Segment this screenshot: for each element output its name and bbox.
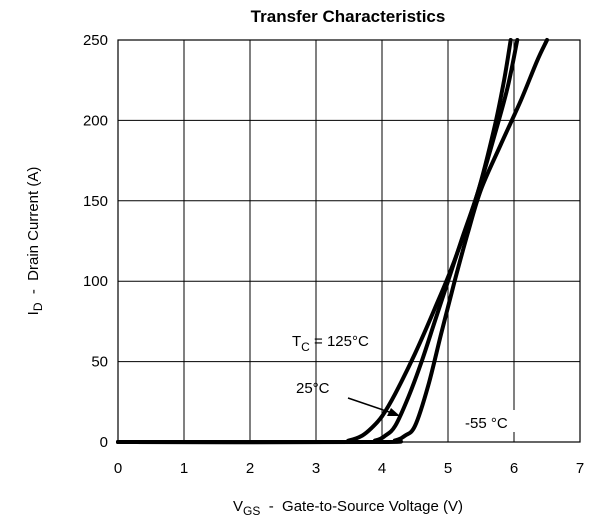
y-tick-label: 250 xyxy=(83,32,108,49)
x-tick-labels: 0 1 2 3 4 5 6 7 xyxy=(114,460,584,477)
y-tick-label: 100 xyxy=(83,273,108,290)
plot-frame xyxy=(117,39,581,443)
curves xyxy=(116,38,549,445)
x-tick-label: 4 xyxy=(378,460,386,477)
y-tick-label: 200 xyxy=(83,112,108,129)
annotation-low-bg xyxy=(462,410,524,432)
y-tick-label: 150 xyxy=(83,193,108,210)
annotation-25c-arrow xyxy=(347,397,393,414)
x-tick-label: 7 xyxy=(576,460,584,477)
x-tick-label: 3 xyxy=(312,460,320,477)
x-tick-label: 6 xyxy=(510,460,518,477)
y-axis-label: ID - Drain Current (A) xyxy=(25,167,45,316)
x-tick-label: 5 xyxy=(444,460,452,477)
annotation-25c-arrowhead xyxy=(387,408,400,416)
x-tick-label: 0 xyxy=(114,460,122,477)
chart-title: Transfer Characteristics xyxy=(251,7,446,26)
annotation-tc-125: TC = 125°C xyxy=(292,333,369,354)
x-tick-label: 1 xyxy=(180,460,188,477)
annotation-neg55c: -55 °C xyxy=(465,415,508,432)
grid-lines xyxy=(117,39,581,443)
x-tick-label: 2 xyxy=(246,460,254,477)
y-tick-labels: 0 50 100 150 200 250 xyxy=(83,32,108,451)
curve-neg55c xyxy=(116,38,549,445)
annotation-25c: 25°C xyxy=(296,380,330,397)
x-axis-label: VGS - Gate-to-Source Voltage (V) xyxy=(233,498,463,518)
y-tick-label: 50 xyxy=(91,354,108,371)
y-tick-label: 0 xyxy=(100,434,108,451)
